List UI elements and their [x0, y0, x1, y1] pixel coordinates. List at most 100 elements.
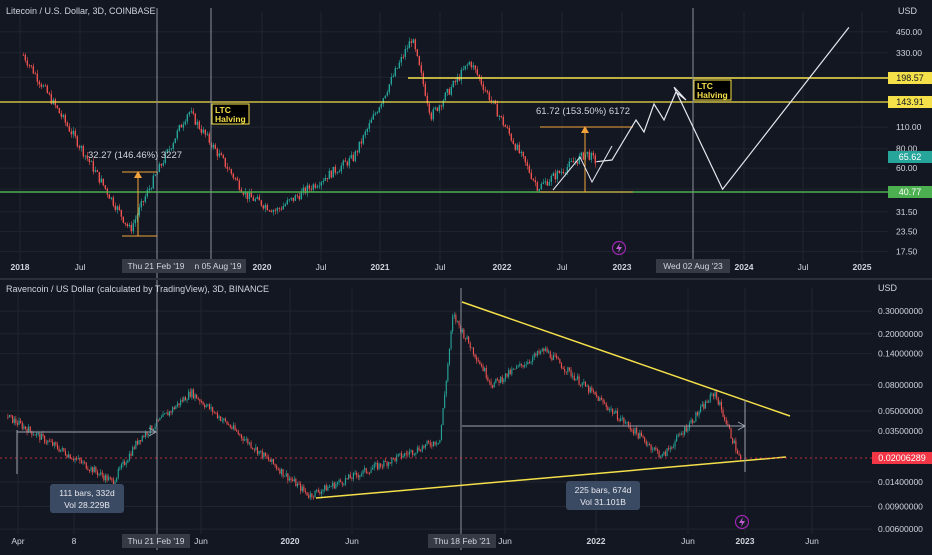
ltc-projection-path[interactable] — [596, 27, 850, 191]
price-tag-143[interactable]: 143.91 — [888, 96, 932, 108]
candle-body — [390, 76, 393, 85]
candle-body — [48, 93, 51, 95]
ltc-measure-2022[interactable] — [540, 126, 633, 193]
candle-body — [240, 434, 243, 438]
candle-body — [456, 76, 459, 83]
candle-body — [82, 462, 84, 463]
candle-body — [290, 197, 293, 200]
rvn-unit-label: USD — [878, 283, 898, 293]
ltc-measure-2019[interactable] — [122, 171, 157, 237]
price-tag-last-rvn[interactable]: 0.02006289 — [872, 452, 932, 464]
candle-body — [578, 376, 580, 385]
ltc-time-axis[interactable]: 2018 Jul 2020 Jul 2021 Jul 2022 Jul 2023 2024 Jul 2… — [11, 262, 872, 272]
candle-body — [44, 435, 46, 443]
candle-body — [190, 111, 193, 113]
candle-body — [629, 425, 631, 430]
candle-body — [440, 424, 443, 440]
candle-body — [470, 61, 473, 68]
candle-body — [248, 442, 251, 444]
candle-body — [68, 126, 71, 132]
rvn-lower-trendline[interactable] — [315, 456, 787, 499]
candle-body — [362, 135, 365, 144]
price-tag-support[interactable]: 40.77 — [888, 186, 932, 198]
candle-body — [399, 453, 401, 455]
candle-body — [677, 434, 679, 436]
candle-body — [330, 486, 332, 488]
candle-body — [202, 129, 205, 133]
candle-body — [7, 416, 9, 418]
candle-body — [124, 222, 127, 224]
x-tick-label: Jul — [435, 262, 446, 272]
candle-body — [40, 84, 43, 87]
lightning-icon[interactable] — [611, 240, 627, 256]
candle-body — [310, 188, 313, 190]
candle-body — [421, 446, 423, 452]
ltc-unit-label: USD — [898, 6, 918, 16]
price-tag-last-ltc[interactable]: 65.62 — [888, 151, 932, 163]
price-tag-198[interactable]: 198.57 — [888, 72, 932, 84]
candle-body — [87, 468, 89, 471]
candle-body — [558, 170, 561, 173]
rvn-price-axis[interactable]: 0.30000000 0.20000000 0.14000000 0.08000000… — [878, 306, 923, 534]
candle-body — [175, 406, 177, 410]
candle-body — [269, 460, 271, 462]
candle-body — [461, 329, 463, 333]
candle-body — [181, 400, 183, 402]
candle-body — [312, 184, 315, 190]
rvn-upper-trendline[interactable] — [461, 301, 791, 417]
candle-body — [536, 182, 539, 191]
candle-body — [338, 480, 340, 483]
candle-body — [637, 433, 639, 439]
candle-body — [477, 360, 479, 362]
candle-body — [354, 472, 356, 474]
candle-body — [719, 402, 721, 405]
rvn-range-2021[interactable] — [462, 400, 747, 472]
candle-body — [178, 125, 181, 131]
candle-body — [549, 351, 551, 358]
rvn-range-2019[interactable] — [16, 427, 158, 474]
candle-body — [400, 453, 403, 458]
candle-body — [431, 445, 433, 447]
candle-body — [540, 183, 543, 190]
candle-body — [392, 457, 395, 459]
candle-body — [388, 462, 390, 466]
candle-body — [428, 441, 430, 443]
candle-body — [436, 443, 438, 445]
candle-body — [736, 450, 739, 454]
candle-body — [590, 152, 593, 160]
candle-body — [160, 164, 163, 166]
svg-text:Vol 31.101B: Vol 31.101B — [580, 497, 626, 507]
candle-body — [20, 420, 22, 423]
candle-body — [28, 426, 30, 433]
candle-body — [116, 206, 119, 210]
y-tick-label: 0.14000000 — [878, 349, 923, 359]
x-tick-label: Jun — [805, 536, 819, 546]
candle-body — [586, 151, 589, 154]
candle-body — [31, 431, 33, 435]
candle-body — [247, 438, 249, 444]
x-tick-label: 2020 — [253, 262, 272, 272]
candle-body — [696, 412, 699, 416]
candle-body — [252, 447, 254, 449]
rvn-range-box-2019: 111 bars, 332d Vol 28.229B — [50, 484, 124, 513]
candle-body — [642, 435, 644, 438]
candle-body — [335, 484, 337, 489]
candle-body — [572, 161, 575, 163]
candle-body — [158, 164, 161, 173]
candle-body — [106, 475, 108, 481]
rvn-time-axis[interactable]: Apr 8 Jun 2020 Jun Jun 2022 Jun 2023 Jun — [11, 536, 819, 546]
candle-body — [517, 365, 519, 367]
candle-body — [284, 475, 286, 477]
candle-body — [76, 458, 78, 460]
ltc-halving-label-2023: LTC Halving — [693, 79, 732, 101]
candle-body — [362, 470, 364, 474]
candle-body — [214, 144, 217, 149]
lightning-icon[interactable] — [734, 514, 750, 530]
candle-body — [522, 365, 524, 367]
candle-body — [568, 367, 571, 370]
candle-body — [368, 472, 371, 474]
candle-body — [479, 361, 481, 365]
candle-body — [423, 446, 425, 448]
